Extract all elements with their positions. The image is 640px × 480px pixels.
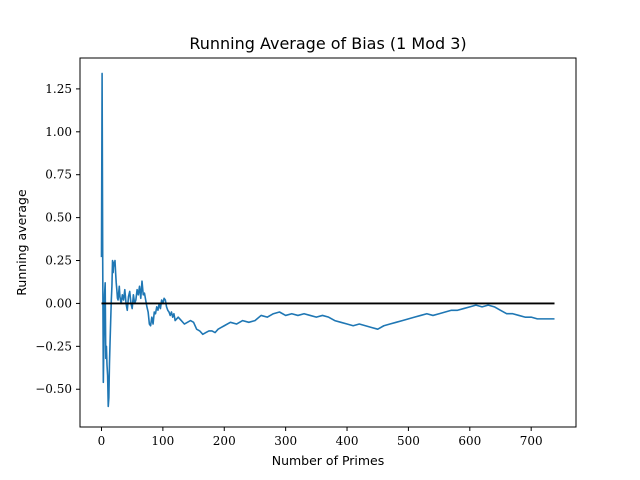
y-tick-label: 0.00 xyxy=(45,296,72,310)
y-axis: −0.50 −0.25 0.00 0.25 0.50 0.75 1.00 1.25 xyxy=(35,82,80,396)
series-layer xyxy=(100,72,555,408)
y-tick-label: −0.25 xyxy=(35,339,72,353)
x-tick-label: 400 xyxy=(336,434,359,448)
y-axis-label: Running average xyxy=(14,189,29,296)
running-average-line xyxy=(100,72,555,408)
y-tick-label: 0.75 xyxy=(45,168,72,182)
y-tick-label: 1.25 xyxy=(45,82,72,96)
axes-frame xyxy=(79,57,577,428)
y-tick-label: 0.25 xyxy=(45,254,72,268)
x-axis-label: Number of Primes xyxy=(272,453,385,468)
x-tick-label: 500 xyxy=(397,434,420,448)
x-tick-label: 0 xyxy=(98,434,106,448)
x-tick-label: 300 xyxy=(274,434,297,448)
y-tick-label: 1.00 xyxy=(45,125,72,139)
x-tick-label: 100 xyxy=(151,434,174,448)
plot-area: 0 100 200 300 400 500 600 700 −0.50 −0.25 0.00 0.2… xyxy=(35,57,577,448)
x-tick-label: 600 xyxy=(458,434,481,448)
x-tick-label: 200 xyxy=(213,434,236,448)
x-tick-label: 700 xyxy=(520,434,543,448)
x-axis: 0 100 200 300 400 500 600 700 xyxy=(98,427,543,448)
y-tick-label: −0.50 xyxy=(35,382,72,396)
chart-title: Running Average of Bias (1 Mod 3) xyxy=(189,34,466,53)
y-tick-label: 0.50 xyxy=(45,211,72,225)
